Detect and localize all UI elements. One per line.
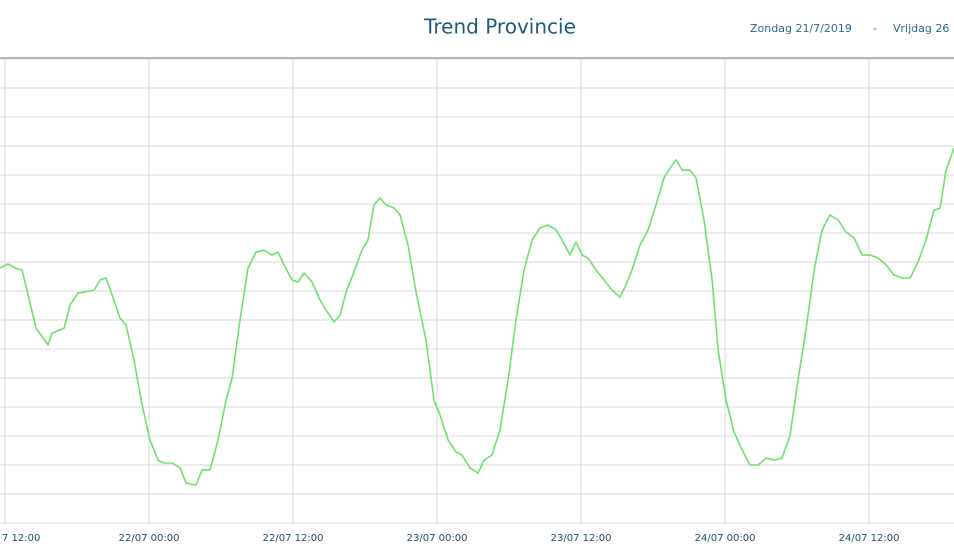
date-from: Zondag 21/7/2019 — [750, 22, 852, 35]
x-tick-label: 24/07 12:00 — [839, 533, 900, 544]
x-tick-label: 22/07 00:00 — [119, 533, 180, 544]
x-tick-label: 24/07 00:00 — [695, 533, 756, 544]
chart-title: Trend Provincie — [423, 15, 576, 39]
x-tick-label: 7 12:00 — [2, 533, 40, 544]
date-separator: - — [873, 22, 877, 35]
data-line — [0, 147, 954, 486]
date-to: Vrijdag 26 — [893, 22, 949, 35]
x-tick-label: 23/07 00:00 — [407, 533, 468, 544]
x-tick-label: 23/07 12:00 — [551, 533, 612, 544]
x-tick-label: 22/07 12:00 — [263, 533, 324, 544]
